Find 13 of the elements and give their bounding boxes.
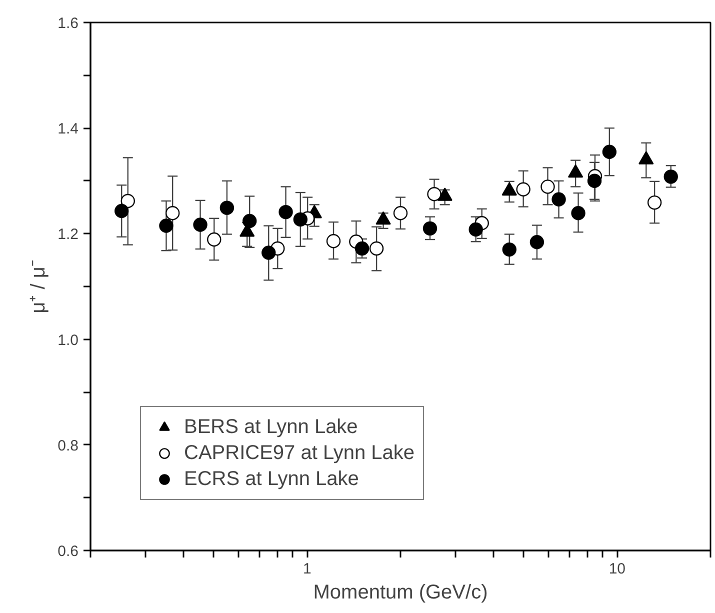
y-tick-label: 0.8 <box>58 437 79 454</box>
y-tick-label: 1.6 <box>58 15 79 32</box>
legend-label: BERS at Lynn Lake <box>184 416 358 438</box>
x-axis-title: Momentum (GeV/c) <box>313 582 488 604</box>
y-axis-title: μ⁺ / μ⁻ <box>28 260 50 314</box>
y-tick-label: 1.4 <box>58 120 79 138</box>
legend-label: ECRS at Lynn Lake <box>184 468 359 490</box>
y-tick-label: 1.2 <box>58 226 79 244</box>
y-tick-label: 1.0 <box>58 332 79 349</box>
legend-label: CAPRICE97 at Lynn Lake <box>184 442 414 464</box>
x-tick-label: 1 <box>303 560 312 578</box>
y-tick-label: 0.6 <box>58 543 79 560</box>
x-tick-label: 10 <box>608 560 626 578</box>
